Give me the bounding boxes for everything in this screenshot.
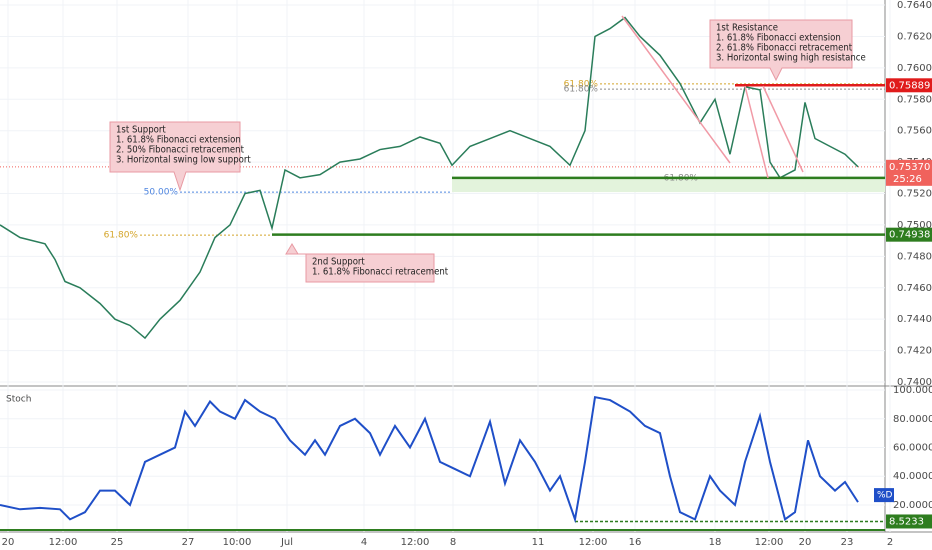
x-tick-label: 20 [799,537,812,548]
stoch-line [0,396,859,524]
x-tick-label: 2 [887,537,893,548]
panel-title: Stoch [6,395,31,405]
annotation-title: 2nd Support [312,257,365,268]
y-tick-label: 40.0000 [893,471,932,482]
y-tick-label: 0.76400 [897,0,932,11]
fib-label: 61.80% [104,231,139,241]
callout [109,121,241,192]
callout [285,243,435,283]
level-box [886,78,932,93]
last-label: 0.75370 [889,162,930,173]
x-tick-label: 16 [629,537,642,548]
level-label: 0.75889 [889,80,930,91]
x-tick-label: 12:00 [579,537,608,548]
level-label: 8.5233 [889,516,924,527]
y-tick-label: 100.0000 [893,385,932,396]
x-tick-label: 23 [841,537,854,548]
last-box [886,159,932,186]
y-tick-label: 80.0000 [893,414,932,425]
arrow [621,15,731,164]
annotation-line: 2. 61.8% Fibonacci retracement [716,43,853,54]
x-tick-label: 4 [361,537,367,548]
price-line [0,16,859,340]
annotation-line: 1. 61.8% Fibonacci extension [716,33,841,44]
countdown: 25:26 [893,174,922,185]
annotation-line: 1. 61.8% Fibonacci extension [116,135,241,146]
x-tick-label: 27 [182,537,195,548]
x-tick-label: 18 [709,537,722,548]
x-tick-label: Jul [280,537,293,548]
annotation-title: 1st Support [116,125,166,136]
legend-label: %D [877,491,893,501]
fib-label: 61.80% [564,79,599,89]
annotation-line: 2. 50% Fibonacci retracement [116,145,245,156]
level-label: 0.74938 [889,230,930,241]
y-tick-label: 20.0000 [893,500,932,511]
x-tick-label: 12:00 [401,537,430,548]
legend-box [874,488,894,503]
arrow [744,85,769,179]
support-zone [452,177,885,193]
fib-label: 50.00% [144,188,179,198]
arrow [762,85,804,173]
x-tick-label: 11 [532,537,545,548]
level-box [886,514,932,529]
x-tick-label: 10:00 [223,537,252,548]
annotation-line: 1. 61.8% Fibonacci retracement [312,267,449,278]
level-box [886,227,932,242]
annotation-title: 1st Resistance [716,23,778,34]
y-tick-label: 60.0000 [893,442,932,453]
annotation-line: 3. Horizontal swing high resistance [716,53,866,64]
x-tick-label: 12:00 [49,537,78,548]
x-tick-label: 12:00 [755,537,784,548]
callout [709,19,853,82]
x-tick-label: 25 [111,537,124,548]
fib-label: 61.80% [564,85,599,95]
annotation-line: 3. Horizontal swing low support [116,155,251,166]
x-tick-label: 20 [2,537,15,548]
x-tick-label: 8 [450,537,456,548]
